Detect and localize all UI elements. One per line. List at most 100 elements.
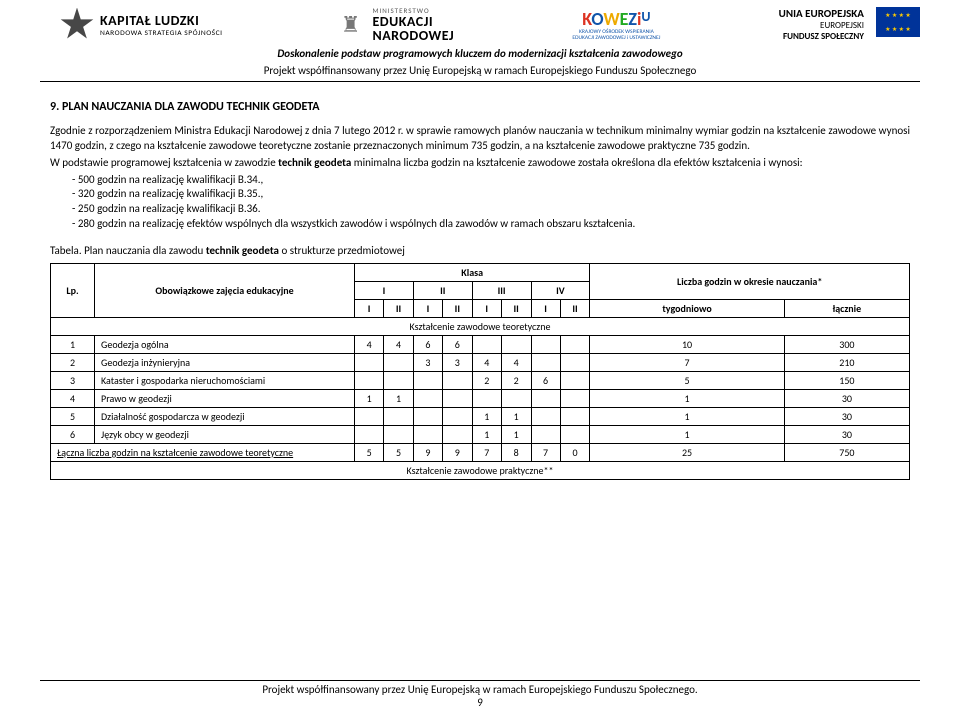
sum-name: Łączna liczba godzin na kształcenie zawo… <box>51 443 355 461</box>
cell-val <box>560 335 590 353</box>
bullet-item: 250 godzin na realizację kwalifikacji B.… <box>84 202 910 217</box>
col-tyg: tygodniowo <box>590 299 784 317</box>
subbanner-text: Projekt współfinansowany przez Unię Euro… <box>0 64 960 77</box>
cell-lacz: 300 <box>784 335 909 353</box>
cell-name: Geodezja inżynieryjna <box>95 353 355 371</box>
table-row: 2Geodezja inżynieryjna33447210 <box>51 353 910 371</box>
cell-val <box>413 389 442 407</box>
cell-val <box>443 425 473 443</box>
sum-val: 9 <box>413 443 442 461</box>
cell-val: 3 <box>443 353 473 371</box>
cell-val <box>531 335 560 353</box>
col-sem: I <box>355 299 384 317</box>
paragraph-1: Zgodnie z rozporządzeniem Ministra Eduka… <box>50 124 910 154</box>
cell-val <box>472 389 501 407</box>
cell-val: 4 <box>501 353 531 371</box>
table-row: 6Język obcy w geodezji11130 <box>51 425 910 443</box>
eu-logo: UNIA EUROPEJSKA EUROPEJSKI FUNDUSZ SPOŁE… <box>779 7 920 42</box>
cell-val <box>384 353 414 371</box>
col-roman: III <box>472 281 531 299</box>
col-roman: IV <box>531 281 590 299</box>
eu-l2: EUROPEJSKI <box>779 20 864 31</box>
cell-val <box>501 389 531 407</box>
cell-lp: 2 <box>51 353 95 371</box>
cell-val <box>355 407 384 425</box>
cell-val <box>560 407 590 425</box>
cell-val <box>384 371 414 389</box>
cell-val <box>531 389 560 407</box>
cell-val <box>560 353 590 371</box>
table-row: 5Działalność gospodarcza w geodezji11130 <box>51 407 910 425</box>
cell-lp: 1 <box>51 335 95 353</box>
cell-lp: 4 <box>51 389 95 407</box>
sum-val: 9 <box>443 443 473 461</box>
cell-val <box>472 335 501 353</box>
sum-val: 7 <box>531 443 560 461</box>
eu-flag-icon <box>876 7 920 37</box>
cell-lacz: 210 <box>784 353 909 371</box>
cell-val <box>560 425 590 443</box>
sum-val: 5 <box>355 443 384 461</box>
section-row: Kształcenie zawodowe praktyczne** <box>51 461 910 479</box>
cell-lp: 5 <box>51 407 95 425</box>
col-obow: Obowiązkowe zajęcia edukacyjne <box>95 263 355 317</box>
page-footer: Projekt współfinansowany przez Unię Euro… <box>0 680 960 709</box>
table-row: 4Prawo w geodezji11130 <box>51 389 910 407</box>
paragraph-2: W podstawie programowej kształcenia w za… <box>50 156 910 171</box>
kl-star-icon <box>60 8 94 42</box>
col-sem: II <box>443 299 473 317</box>
cell-lacz: 30 <box>784 407 909 425</box>
col-roman: II <box>413 281 472 299</box>
cell-val <box>384 407 414 425</box>
col-sem: I <box>531 299 560 317</box>
sum-tyg: 25 <box>590 443 784 461</box>
cell-lacz: 30 <box>784 389 909 407</box>
cell-val <box>413 425 442 443</box>
col-sem: II <box>384 299 414 317</box>
eu-l1: UNIA EUROPEJSKA <box>779 7 864 20</box>
cell-val: 6 <box>531 371 560 389</box>
koweziu-logo: KOWEZiU KRAJOWY OŚRODEK WSPIERANIA EDUKA… <box>572 8 660 41</box>
sum-val: 8 <box>501 443 531 461</box>
sum-lacz: 750 <box>784 443 909 461</box>
cell-lp: 3 <box>51 371 95 389</box>
cell-val <box>531 425 560 443</box>
cell-val <box>413 407 442 425</box>
cell-val <box>443 389 473 407</box>
cell-val: 2 <box>501 371 531 389</box>
section-heading: 9. PLAN NAUCZANIA DLA ZAWODU TECHNIK GEO… <box>50 100 910 114</box>
cell-val <box>531 353 560 371</box>
cell-tyg: 1 <box>590 425 784 443</box>
cell-val <box>560 371 590 389</box>
cell-name: Język obcy w geodezji <box>95 425 355 443</box>
page-number: 9 <box>0 696 960 709</box>
cell-name: Geodezja ogólna <box>95 335 355 353</box>
col-roman: I <box>355 281 414 299</box>
table-row: 3Kataster i gospodarka nieruchomościami 2… <box>51 371 910 389</box>
cell-val <box>384 425 414 443</box>
plan-table: Lp. Obowiązkowe zajęcia edukacyjne Klasa… <box>50 263 910 480</box>
col-sem: I <box>472 299 501 317</box>
bullet-item: 500 godzin na realizację kwalifikacji B.… <box>84 173 910 188</box>
cell-val: 4 <box>472 353 501 371</box>
sum-row: Łączna liczba godzin na kształcenie zawo… <box>51 443 910 461</box>
cell-val <box>443 371 473 389</box>
col-liczba: Liczba godzin w okresie nauczania* <box>590 263 910 299</box>
page-content: 9. PLAN NAUCZANIA DLA ZAWODU TECHNIK GEO… <box>0 82 960 480</box>
cell-tyg: 1 <box>590 407 784 425</box>
cell-val: 6 <box>443 335 473 353</box>
cell-tyg: 7 <box>590 353 784 371</box>
cell-val <box>531 407 560 425</box>
ministerstwo-logo: ♜ MINISTERSTWO EDUKACJI NARODOWEJ <box>341 6 454 43</box>
cell-val <box>560 389 590 407</box>
cell-val: 1 <box>501 425 531 443</box>
cell-val: 1 <box>384 389 414 407</box>
cell-val: 1 <box>472 425 501 443</box>
footer-divider <box>40 680 920 681</box>
eu-l3: FUNDUSZ SPOŁECZNY <box>779 31 864 42</box>
kapital-ludzki-logo: KAPITAŁ LUDZKI NARODOWA STRATEGIA SPÓJNO… <box>60 8 223 42</box>
cell-name: Kataster i gospodarka nieruchomościami <box>95 371 355 389</box>
col-sem: II <box>560 299 590 317</box>
cell-val: 4 <box>384 335 414 353</box>
kl-subtitle: NARODOWA STRATEGIA SPÓJNOŚCI <box>100 29 223 38</box>
